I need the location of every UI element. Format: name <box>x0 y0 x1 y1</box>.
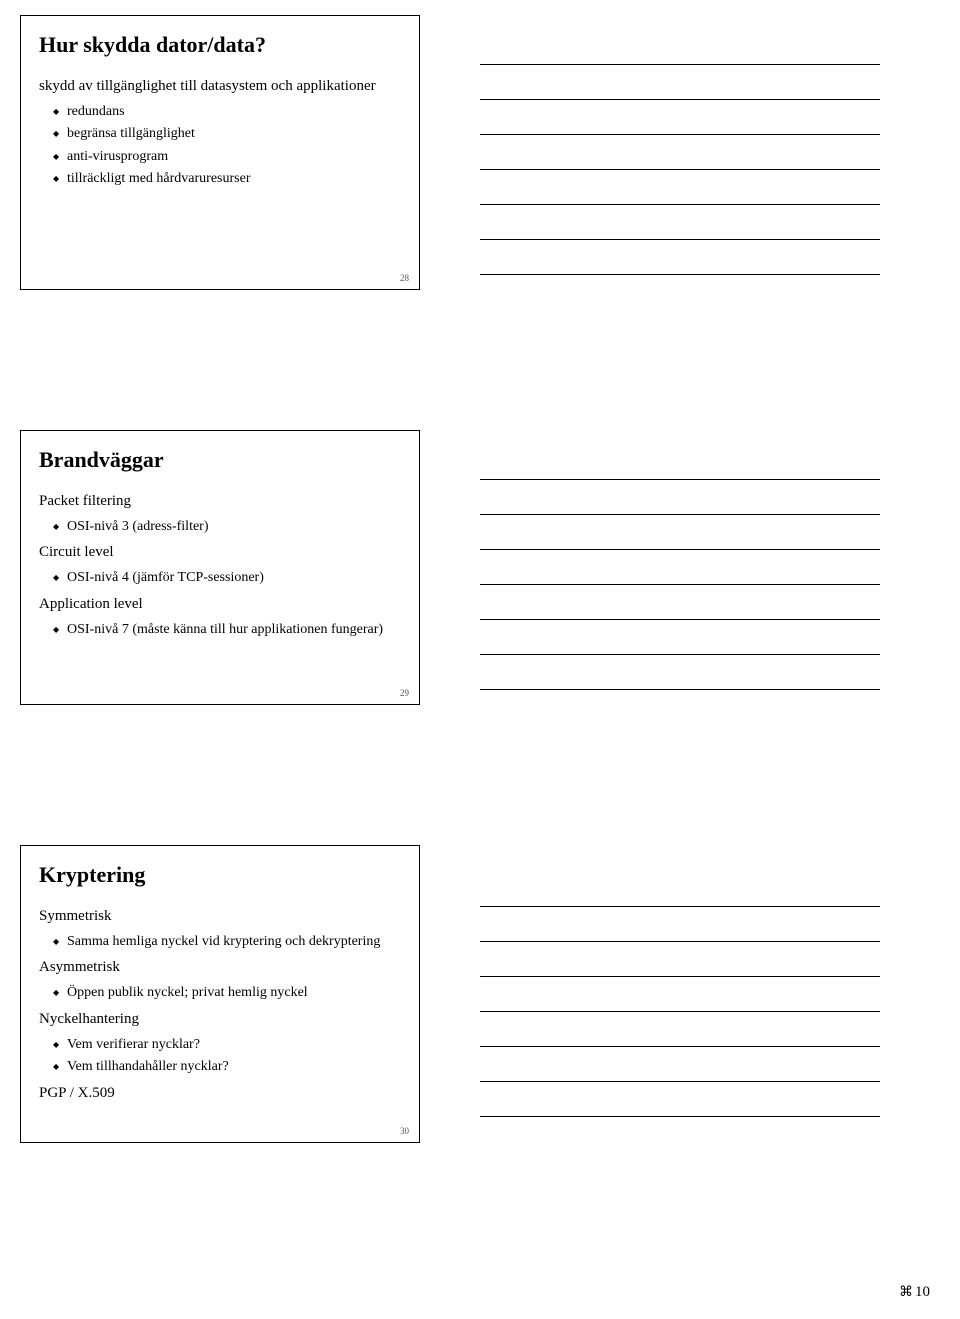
notes-area-1 <box>480 15 880 290</box>
group-bullets: OSI-nivå 4 (jämför TCP-sessioner) <box>39 567 401 589</box>
note-line <box>480 30 880 65</box>
slide1-intro: skydd av tillgänglighet till datasystem … <box>39 78 401 95</box>
note-line <box>480 907 880 942</box>
group-head: PGP / X.509 <box>39 1085 401 1102</box>
group-bullets: Samma hemliga nyckel vid kryptering och … <box>39 931 401 953</box>
note-line <box>480 1012 880 1047</box>
bullet-item: begränsa tillgänglighet <box>53 123 401 145</box>
bullet-item: Öppen publik nyckel; privat hemlig nycke… <box>53 982 401 1004</box>
bullet-item: anti-virusprogram <box>53 146 401 168</box>
notes-area-2 <box>480 430 880 705</box>
note-line <box>480 872 880 907</box>
slide-box-1: Hur skydda dator/data? skydd av tillgäng… <box>20 15 420 290</box>
group-head: Circuit level <box>39 544 401 561</box>
group-bullets: OSI-nivå 3 (adress-filter) <box>39 516 401 538</box>
footer-page-num: 10 <box>915 1284 930 1300</box>
note-line <box>480 240 880 275</box>
bullet-item: Samma hemliga nyckel vid kryptering och … <box>53 931 401 953</box>
notes-area-3 <box>480 845 880 1143</box>
slide1-bullets: redundans begränsa tillgänglighet anti-v… <box>39 101 401 191</box>
group-bullets: Öppen publik nyckel; privat hemlig nycke… <box>39 982 401 1004</box>
note-line <box>480 480 880 515</box>
slide-box-3: Kryptering Symmetrisk Samma hemliga nyck… <box>20 845 420 1143</box>
slide-pair-3: Kryptering Symmetrisk Samma hemliga nyck… <box>0 845 960 1143</box>
bullet-item: OSI-nivå 4 (jämför TCP-sessioner) <box>53 567 401 589</box>
note-line <box>480 100 880 135</box>
note-line <box>480 942 880 977</box>
bullet-item: Vem tillhandahåller nycklar? <box>53 1056 401 1078</box>
page-footer: ⌘10 <box>899 1284 930 1301</box>
slide-page-num-3: 30 <box>400 1126 409 1136</box>
command-icon: ⌘ <box>899 1285 913 1300</box>
bullet-item: redundans <box>53 101 401 123</box>
group-bullets: Vem verifierar nycklar? Vem tillhandahål… <box>39 1034 401 1079</box>
note-line <box>480 655 880 690</box>
slide-title-2: Brandväggar <box>39 447 401 473</box>
note-line <box>480 445 880 480</box>
bullet-item: tillräckligt med hårdvaruresurser <box>53 168 401 190</box>
group-head: Packet filtering <box>39 493 401 510</box>
group-head: Symmetrisk <box>39 908 401 925</box>
slide-pair-1: Hur skydda dator/data? skydd av tillgäng… <box>0 15 960 290</box>
note-line <box>480 550 880 585</box>
slide-pair-2: Brandväggar Packet filtering OSI-nivå 3 … <box>0 430 960 705</box>
group-head: Asymmetrisk <box>39 959 401 976</box>
group-bullets: OSI-nivå 7 (måste känna till hur applika… <box>39 619 401 641</box>
slide-page-num-1: 28 <box>400 273 409 283</box>
bullet-item: OSI-nivå 3 (adress-filter) <box>53 516 401 538</box>
slide-title-1: Hur skydda dator/data? <box>39 32 401 58</box>
bullet-item: Vem verifierar nycklar? <box>53 1034 401 1056</box>
note-line <box>480 977 880 1012</box>
note-line <box>480 1082 880 1117</box>
note-line <box>480 170 880 205</box>
note-line <box>480 135 880 170</box>
slide-title-3: Kryptering <box>39 862 401 888</box>
bullet-item: OSI-nivå 7 (måste känna till hur applika… <box>53 619 401 641</box>
note-line <box>480 585 880 620</box>
group-head: Application level <box>39 596 401 613</box>
note-line <box>480 1047 880 1082</box>
note-line <box>480 65 880 100</box>
slide-box-2: Brandväggar Packet filtering OSI-nivå 3 … <box>20 430 420 705</box>
group-head: Nyckelhantering <box>39 1011 401 1028</box>
note-line <box>480 515 880 550</box>
slide-page-num-2: 29 <box>400 688 409 698</box>
note-line <box>480 620 880 655</box>
note-line <box>480 205 880 240</box>
